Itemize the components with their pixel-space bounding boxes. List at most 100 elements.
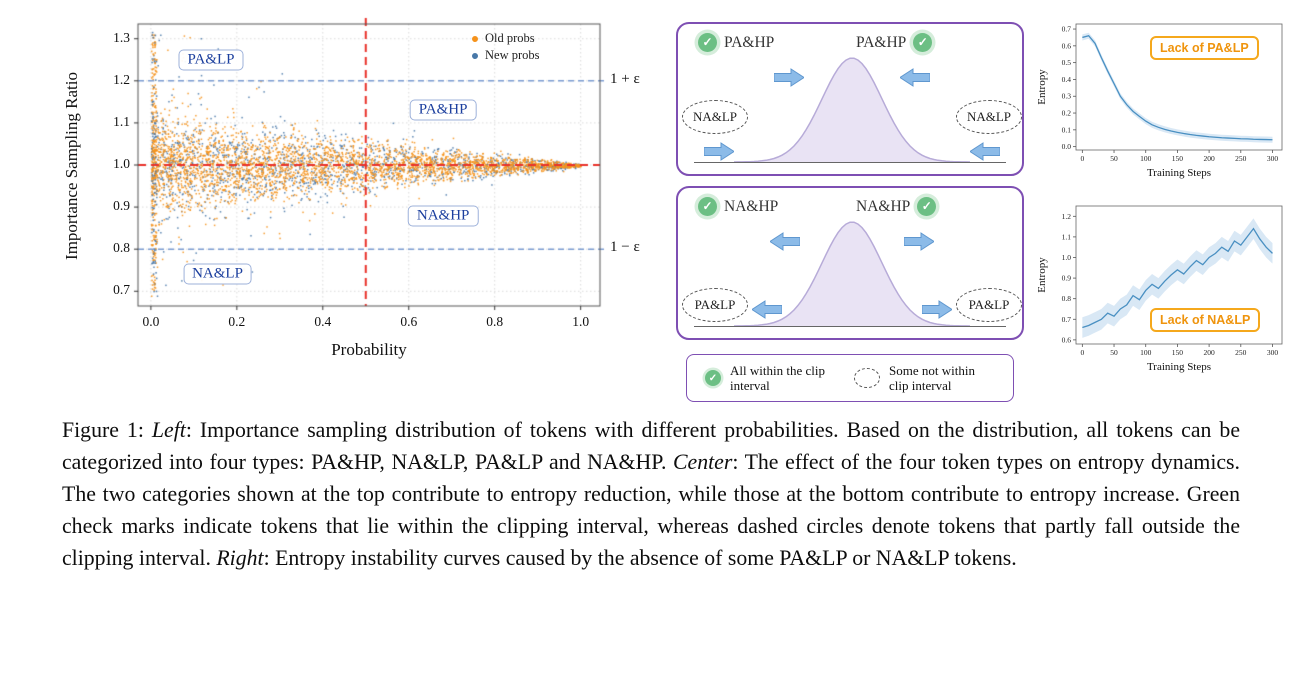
entropy-curves-panel: 0 50 100 150 200 250 300 0.0 0.1 0.2 0.3 0.4 0.5 0.6 0… <box>1032 8 1296 408</box>
distribution-baseline <box>694 162 1006 164</box>
region-label-pa-lp: PA&LP <box>178 49 244 71</box>
lack-of-na-lp-annotation: Lack of NA&LP <box>1150 308 1261 332</box>
arrow-right-icon <box>703 142 735 161</box>
arrow-left-icon <box>969 142 1001 161</box>
y-tick-label: 0.6 <box>1062 335 1072 344</box>
distribution-curve <box>733 57 971 163</box>
y-tick-label: 1.1 <box>1062 232 1072 241</box>
x-tick-label: 0.4 <box>314 314 332 329</box>
token-type-label: PA&HP <box>856 33 907 51</box>
x-tick-label: 250 <box>1235 154 1247 163</box>
y-tick-label: 0.1 <box>1062 125 1072 134</box>
token-type-label: NA&HP <box>856 197 911 215</box>
entropy-plot-lack-pa-lp: 0 50 100 150 200 250 300 0.0 0.1 0.2 0.3 0.4 0.5 0.6 0… <box>1036 23 1283 179</box>
diagram-legend: ✓ All within the clip interval Some not … <box>686 354 1014 402</box>
region-label-pa-hp: PA&HP <box>409 99 477 121</box>
gaussian-curve <box>733 57 971 163</box>
scatter-legend: Old probs New probs <box>472 30 540 64</box>
caption-segment: Figure 1: <box>62 418 152 442</box>
arrow-right-glyph <box>921 300 953 319</box>
distribution-baseline <box>694 326 1006 328</box>
arrow-left-icon <box>899 68 931 87</box>
arrow-right-glyph <box>903 232 935 251</box>
x-tick-label: 50 <box>1110 154 1118 163</box>
y-tick-label: 0.7 <box>1062 25 1072 34</box>
y-tick-label: 0.6 <box>1062 41 1072 50</box>
x-tick-label: 100 <box>1140 348 1152 357</box>
scatter-points-canvas <box>28 6 692 351</box>
dashed-token-ellipse: NA&LP <box>956 100 1022 134</box>
plot-frame <box>1075 205 1283 345</box>
legend-item-within-clip: ✓ All within the clip interval <box>705 363 836 394</box>
x-tick-label: 250 <box>1235 348 1247 357</box>
legend-label: Old probs <box>485 31 535 45</box>
y-tick-label: 1.0 <box>1062 253 1072 262</box>
arrow-left-glyph <box>769 232 801 251</box>
entropy-plot-lack-na-lp: 0 50 100 150 200 250 300 0.6 0.7 0.8 0.9 1.0 1.1 1.2 T… <box>1036 205 1283 373</box>
dashed-token-ellipse: PA&LP <box>682 288 748 322</box>
y-tick-label: 1.2 <box>1062 212 1072 221</box>
y-tick-label: 0.7 <box>1062 315 1072 324</box>
x-tick-label: 1.0 <box>572 314 590 329</box>
x-tick-label: 300 <box>1267 154 1279 163</box>
x-tick-label: 150 <box>1172 154 1184 163</box>
x-tick-label: 0.2 <box>228 314 246 329</box>
entropy-effect-diagram: ✓ PA&HP PA&HP ✓ NA&LP NA&LP ✓ NA&HP <box>676 16 1024 408</box>
arrow-right-icon <box>903 232 935 251</box>
clip-lower-bound-label: 1 − ε <box>610 239 640 256</box>
lack-of-pa-lp-annotation: Lack of PA&LP <box>1150 36 1259 60</box>
entropy-line <box>1082 227 1273 329</box>
caption-segment: : The effect of the four token types on … <box>62 450 1240 570</box>
arrow-left-glyph <box>751 300 783 319</box>
figure-caption: Figure 1: Left: Importance sampling dist… <box>62 414 1240 574</box>
y-tick-label: 0.8 <box>113 240 130 256</box>
check-icon: ✓ <box>913 33 933 52</box>
y-tick-label: 1.2 <box>113 71 130 87</box>
arrow-right-icon <box>921 300 953 319</box>
y-tick-label: 0.3 <box>1062 92 1072 101</box>
entropy-increase-box: ✓ NA&HP NA&HP ✓ PA&LP PA&LP <box>676 186 1024 340</box>
legend-text: All within the clip interval <box>730 362 825 393</box>
dashed-token-ellipse: NA&LP <box>682 100 748 134</box>
scatter-x-axis-label: Probability <box>331 340 407 359</box>
caption-segment: Left <box>151 418 186 442</box>
y-tick-label: 0.8 <box>1062 294 1072 303</box>
x-tick-label: 0 <box>1080 154 1084 163</box>
clip-upper-bound-label: 1 + ε <box>610 70 640 87</box>
x-tick-label: 0.6 <box>400 314 418 329</box>
y-tick-label: 0.2 <box>1062 109 1072 118</box>
new-probs-marker-icon <box>472 52 478 59</box>
check-icon: ✓ <box>698 197 717 216</box>
importance-sampling-scatter-panel: Importance Sampling Ratio Probability Ol… <box>28 6 692 408</box>
arrow-left-icon <box>751 300 783 319</box>
arrow-left-glyph <box>969 142 1001 161</box>
x-tick-label: 300 <box>1267 348 1279 357</box>
token-group-na-hp-right: NA&HP ✓ <box>856 197 937 216</box>
y-tick-label: 1.1 <box>113 113 130 129</box>
y-axis-label: Entropy <box>1036 69 1048 105</box>
arrow-right-icon <box>773 68 805 87</box>
legend-label: New probs <box>485 48 540 62</box>
legend-text: Some not within clip interval <box>889 362 975 393</box>
region-label-na-hp: NA&HP <box>407 205 479 227</box>
dashed-token-ellipse: PA&LP <box>956 288 1022 322</box>
check-icon: ✓ <box>705 370 721 386</box>
arrow-left-glyph <box>899 68 931 87</box>
arrow-right-glyph <box>773 68 805 87</box>
legend-item-old-probs: Old probs <box>472 30 540 47</box>
token-type-label: PA&HP <box>724 33 775 51</box>
y-tick-label: 0.9 <box>1062 274 1072 283</box>
legend-item-outside-clip: Some not within clip interval <box>854 363 995 394</box>
check-icon: ✓ <box>917 197 937 216</box>
x-tick-label: 0.8 <box>486 314 504 329</box>
gaussian-curve <box>733 221 971 327</box>
token-type-label: NA&LP <box>966 109 1012 124</box>
y-tick-label: 0.4 <box>1062 75 1072 84</box>
caption-segment: : Entropy instability curves caused by t… <box>263 546 1017 570</box>
token-type-label: NA&LP <box>692 109 738 124</box>
y-tick-label: 1.0 <box>113 156 130 171</box>
arrow-left-icon <box>769 232 801 251</box>
token-type-label: NA&HP <box>724 197 779 215</box>
x-tick-label: 0 <box>1080 348 1084 357</box>
